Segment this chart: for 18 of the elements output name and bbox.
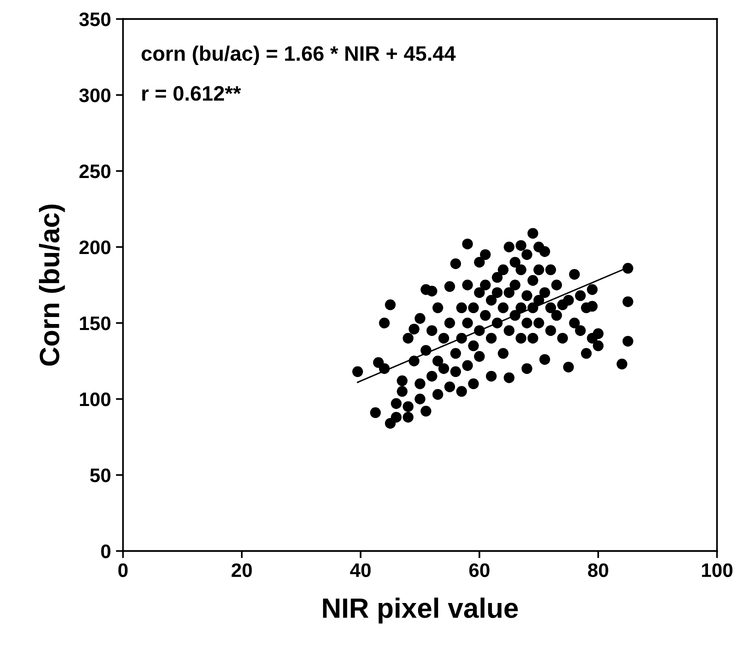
x-axis-title: NIR pixel value xyxy=(323,598,518,624)
y-tick-label: 150 xyxy=(80,316,110,330)
y-tick-label: 50 xyxy=(90,468,110,482)
y-tick-label: 300 xyxy=(79,88,110,102)
x-tick-label: 60 xyxy=(469,563,490,578)
x-tick-label: 20 xyxy=(232,563,252,578)
annotation: corn (bu/ac) = 1.66 * NIR + 45.44 xyxy=(142,46,456,66)
y-tick-label: 200 xyxy=(79,240,110,254)
y-tick-label: 250 xyxy=(79,164,110,178)
x-tick-label: 0 xyxy=(118,563,128,578)
y-tick-label: 100 xyxy=(80,392,110,406)
x-tick-label: 80 xyxy=(588,563,608,578)
y-tick-label: 0 xyxy=(101,544,110,558)
annotation: r = 0.612** xyxy=(142,86,241,101)
x-tick-label: 100 xyxy=(702,563,732,578)
y-tick-label: 350 xyxy=(79,12,110,26)
x-tick-label: 40 xyxy=(350,563,371,578)
y-axis-title: Corn (bu/ac) xyxy=(38,204,65,366)
